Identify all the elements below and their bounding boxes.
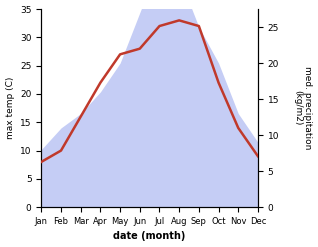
Y-axis label: med. precipitation
(kg/m2): med. precipitation (kg/m2) <box>293 66 313 150</box>
X-axis label: date (month): date (month) <box>114 231 186 242</box>
Y-axis label: max temp (C): max temp (C) <box>5 77 15 139</box>
